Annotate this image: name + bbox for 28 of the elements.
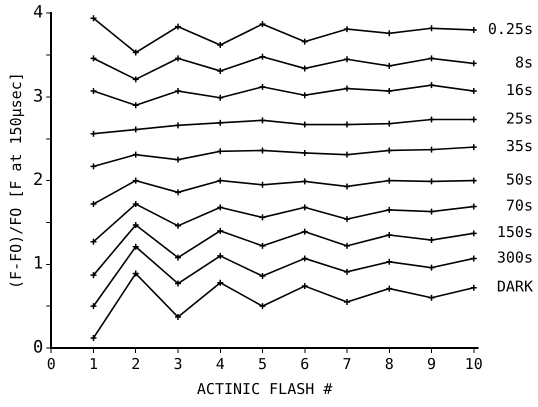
x-tick-label: 0: [46, 354, 56, 373]
y-tick-label: 3: [32, 86, 44, 106]
series-label: DARK: [496, 278, 533, 296]
y-tick-label: 4: [32, 2, 44, 23]
x-tick-label: 8: [384, 354, 394, 373]
x-tick-label: 3: [173, 354, 183, 373]
x-tick-label: 9: [427, 354, 436, 373]
x-tick-label: 10: [464, 354, 483, 373]
series-label: 16s: [506, 80, 533, 99]
y-tick-label: 2: [32, 170, 44, 190]
y-tick-label: 1: [32, 254, 44, 274]
series-label: 50s: [506, 170, 533, 188]
series-label: 35s: [506, 137, 533, 156]
series-label: 70s: [506, 196, 533, 214]
y-tick-label: 0: [32, 337, 44, 358]
series-label: 25s: [506, 109, 533, 128]
x-tick-label: 7: [342, 354, 352, 373]
x-tick-label: 2: [131, 354, 140, 373]
x-tick-label: 5: [258, 354, 268, 373]
x-tick-label: 6: [300, 354, 310, 373]
series-label: 150s: [496, 223, 533, 242]
y-axis-title: (F-FO)/FO [F at 150μsec]: [6, 72, 25, 289]
text: 8s: [514, 53, 533, 72]
x-tick-label: 4: [216, 354, 225, 373]
series-label: 300s: [496, 248, 533, 266]
series-label: 0.25s: [488, 20, 533, 38]
x-axis-title: ACTINIC FLASH #: [196, 380, 332, 398]
x-tick-label: 1: [88, 354, 98, 373]
